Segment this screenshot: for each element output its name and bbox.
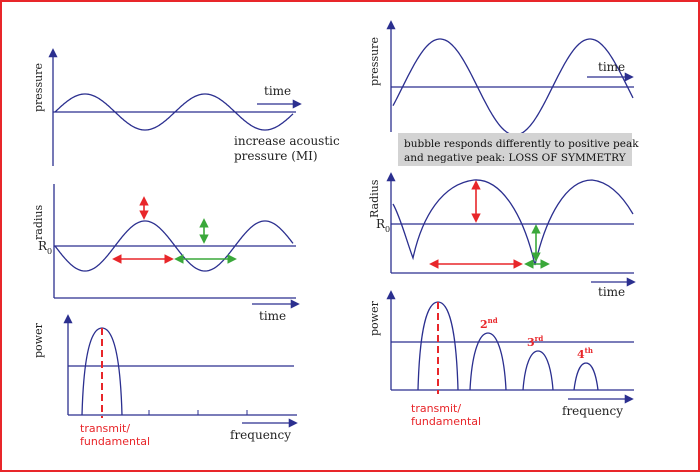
right-power-panel: frequency power transmit/ fundamental 2n…	[368, 290, 634, 428]
symmetry-note-line1: bubble responds differently to positive …	[404, 138, 639, 150]
left-pressure-caption-line2: pressure (MI)	[234, 149, 318, 163]
left-pressure-y-label: pressure	[32, 63, 45, 112]
left-power-transmit-label-line2: fundamental	[80, 435, 150, 448]
right-radius-r0-label: R0	[376, 217, 390, 234]
left-radius-time-label: time	[259, 309, 286, 323]
harmonic-label-4th: 4th	[577, 346, 593, 361]
right-power-2nd-harmonic-peak	[469, 332, 507, 391]
right-power-transmit-label-line2: fundamental	[411, 415, 481, 428]
harmonic-label-3rd: 3rd	[527, 334, 543, 349]
right-power-y-label: power	[368, 300, 381, 336]
symmetry-note-box	[398, 133, 632, 166]
right-power-frequency-label: frequency	[562, 404, 623, 418]
left-power-panel: frequency power transmit/ fundamental	[32, 314, 298, 448]
right-radius-curve	[392, 179, 634, 266]
left-pressure-time-label: time	[264, 84, 291, 98]
right-power-4th-harmonic-peak	[573, 362, 599, 391]
left-power-frequency-label: frequency	[230, 428, 291, 442]
left-radius-r0-label: R0	[38, 239, 52, 256]
right-pressure-y-label: pressure	[368, 37, 381, 86]
left-pressure-caption-line1: increase acoustic	[234, 134, 340, 148]
right-pressure-panel: time pressure	[368, 20, 634, 136]
right-radius-time-label: time	[598, 285, 625, 299]
right-radius-panel: time Radius R0	[368, 172, 636, 299]
right-pressure-time-label: time	[598, 60, 625, 74]
right-power-3rd-harmonic-peak	[522, 350, 554, 391]
harmonic-label-2nd: 2nd	[480, 316, 498, 331]
symmetry-note-line2: and negative peak: LOSS OF SYMMETRY	[404, 152, 627, 164]
left-radius-curve	[54, 220, 294, 272]
left-radius-y-label: radius	[32, 205, 45, 240]
left-power-transmit-label-line1: transmit/	[80, 422, 130, 435]
symmetry-note: bubble responds differently to positive …	[398, 133, 639, 166]
left-pressure-curve	[54, 93, 294, 131]
left-power-y-label: power	[32, 322, 45, 358]
left-radius-panel: time radius R0	[32, 184, 300, 323]
right-power-transmit-label-line1: transmit/	[411, 402, 461, 415]
right-radius-y-label: Radius	[368, 179, 381, 218]
left-pressure-panel: time pressure increase acoustic pressure…	[32, 48, 340, 166]
